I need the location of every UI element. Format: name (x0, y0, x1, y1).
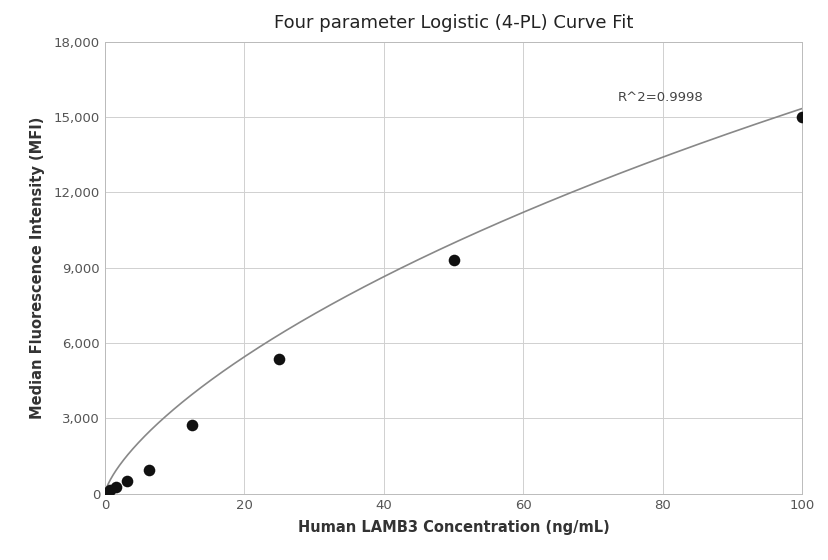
Point (109, 482, 123, 491)
Point (446, 256, 460, 265)
Title: Four parameter Logistic (4-PL) Curve Fit: Four parameter Logistic (4-PL) Curve Fit (274, 14, 633, 32)
Point (101, 487, 114, 496)
Point (120, 476, 133, 485)
X-axis label: Human LAMB3 Concentration (ng/mL): Human LAMB3 Concentration (ng/mL) (297, 520, 609, 535)
Point (185, 420, 199, 429)
Y-axis label: Median Fluorescence Intensity (MFI): Median Fluorescence Intensity (MFI) (31, 116, 46, 419)
Point (795, 113, 808, 122)
Point (104, 486, 117, 494)
Point (272, 355, 286, 364)
Point (142, 465, 155, 474)
Text: R^2=0.9998: R^2=0.9998 (617, 91, 702, 104)
